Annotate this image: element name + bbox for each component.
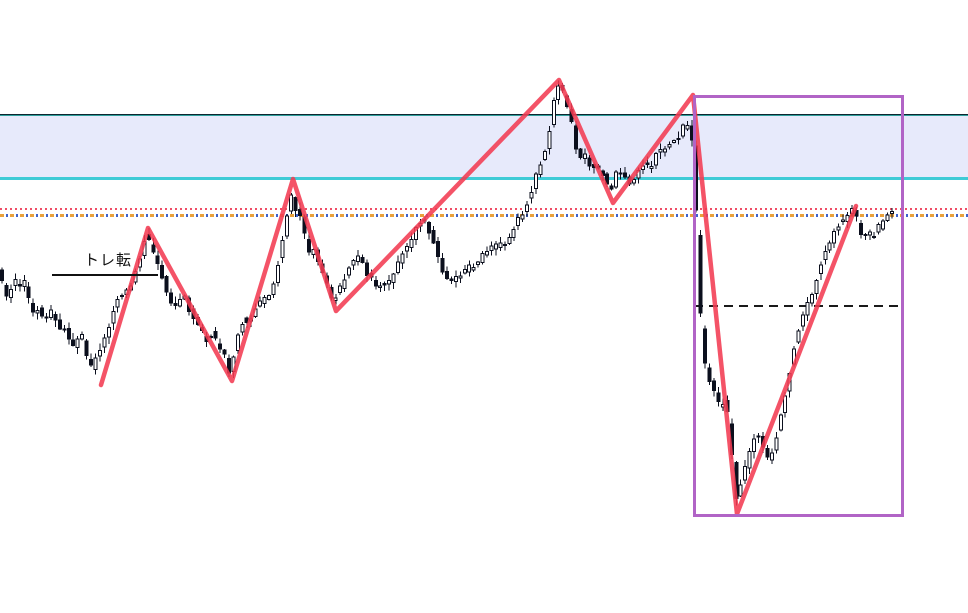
- support-line-cyan: [0, 177, 968, 180]
- zone-top-border-line: [0, 114, 968, 116]
- trend-reversal-underline: [52, 274, 158, 276]
- highlight-box[interactable]: [693, 95, 904, 517]
- supply-zone-band: [0, 116, 968, 177]
- dotted-level-red: [0, 208, 968, 210]
- trend-reversal-label: トレ転: [84, 252, 133, 269]
- dotted-level-orange-blue: [0, 214, 968, 217]
- dashed-neckline: [694, 305, 901, 307]
- zigzag-trendline[interactable]: [98, 77, 859, 517]
